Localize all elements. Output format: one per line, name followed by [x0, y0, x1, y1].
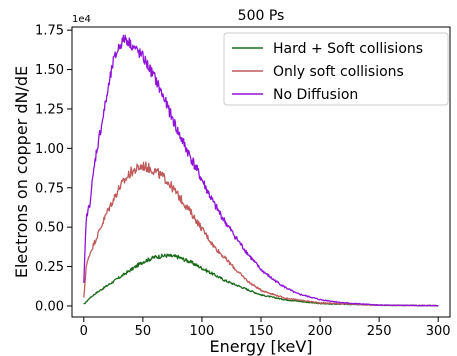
x-axis-label: Energy [keV] — [209, 337, 312, 356]
y-tick-label: 1.25 — [35, 102, 64, 117]
y-tick-label: 0.50 — [35, 221, 64, 236]
legend-label: Hard + Soft collisions — [273, 41, 423, 57]
legend-label: Only soft collisions — [273, 64, 404, 80]
y-axis-ticks: 0.00 0.25 0.50 0.75 1.00 1.25 1.50 1.75 — [35, 24, 72, 314]
series-layer — [83, 34, 439, 307]
y-tick-label: 0.25 — [35, 260, 64, 275]
legend-label: No Diffusion — [273, 87, 358, 103]
y-offset-label: 1e4 — [72, 14, 91, 25]
chart-title: 500 Ps — [238, 8, 285, 24]
x-tick-label: 300 — [426, 324, 451, 339]
x-tick-label: 150 — [249, 324, 274, 339]
y-tick-label: 0.75 — [35, 181, 64, 196]
y-axis-label: Electrons on copper dN/dE — [12, 66, 31, 278]
x-axis-ticks: 0 50 100 150 200 250 300 — [80, 317, 451, 339]
legend: Hard + Soft collisions Only soft collisio… — [223, 32, 449, 106]
y-tick-label: 1.75 — [35, 24, 64, 39]
x-tick-label: 0 — [80, 324, 88, 339]
series-line — [83, 253, 439, 307]
x-tick-label: 50 — [135, 324, 152, 339]
series-line — [83, 161, 439, 307]
series-line — [83, 34, 439, 307]
x-tick-label: 100 — [190, 324, 215, 339]
x-tick-label: 200 — [308, 324, 333, 339]
legend-box — [223, 32, 449, 106]
y-tick-label: 1.00 — [35, 142, 64, 157]
y-tick-label: 1.50 — [35, 63, 64, 78]
legend-entries: Hard + Soft collisions Only soft collisio… — [232, 41, 423, 103]
y-tick-label: 0.00 — [35, 299, 64, 314]
x-tick-label: 250 — [367, 324, 392, 339]
